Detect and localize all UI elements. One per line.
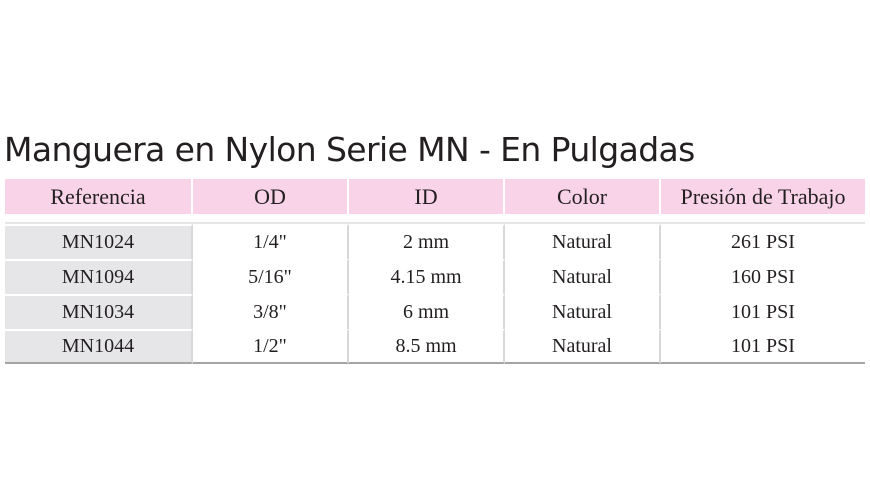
cell-referencia: MN1094 <box>5 259 193 294</box>
table-row: MN1044 1/2" 8.5 mm Natural 101 PSI <box>5 329 865 364</box>
cell-od: 1/2" <box>193 329 349 364</box>
cell-presion: 101 PSI <box>661 329 865 364</box>
cell-presion: 261 PSI <box>661 224 865 259</box>
header-od: OD <box>193 179 349 214</box>
cell-id: 2 mm <box>349 224 505 259</box>
spec-table: Referencia OD ID Color Presión de Trabaj… <box>5 179 865 364</box>
table-top-rule <box>5 222 865 224</box>
header-referencia: Referencia <box>5 179 193 214</box>
table-row: MN1034 3/8" 6 mm Natural 101 PSI <box>5 294 865 329</box>
cell-referencia: MN1044 <box>5 329 193 364</box>
table-header-row: Referencia OD ID Color Presión de Trabaj… <box>5 179 865 214</box>
cell-color: Natural <box>505 259 661 294</box>
cell-color: Natural <box>505 294 661 329</box>
cell-id: 6 mm <box>349 294 505 329</box>
cell-id: 8.5 mm <box>349 329 505 364</box>
header-id: ID <box>349 179 505 214</box>
cell-referencia: MN1024 <box>5 224 193 259</box>
table-row: MN1094 5/16" 4.15 mm Natural 160 PSI <box>5 259 865 294</box>
header-gap <box>5 214 865 222</box>
cell-od: 5/16" <box>193 259 349 294</box>
header-presion: Presión de Trabajo <box>661 179 865 214</box>
cell-presion: 160 PSI <box>661 259 865 294</box>
page-title: Manguera en Nylon Serie MN - En Pulgadas <box>4 130 695 169</box>
cell-od: 3/8" <box>193 294 349 329</box>
cell-id: 4.15 mm <box>349 259 505 294</box>
cell-color: Natural <box>505 329 661 364</box>
table-row: MN1024 1/4" 2 mm Natural 261 PSI <box>5 224 865 259</box>
cell-od: 1/4" <box>193 224 349 259</box>
header-color: Color <box>505 179 661 214</box>
cell-color: Natural <box>505 224 661 259</box>
cell-presion: 101 PSI <box>661 294 865 329</box>
cell-referencia: MN1034 <box>5 294 193 329</box>
